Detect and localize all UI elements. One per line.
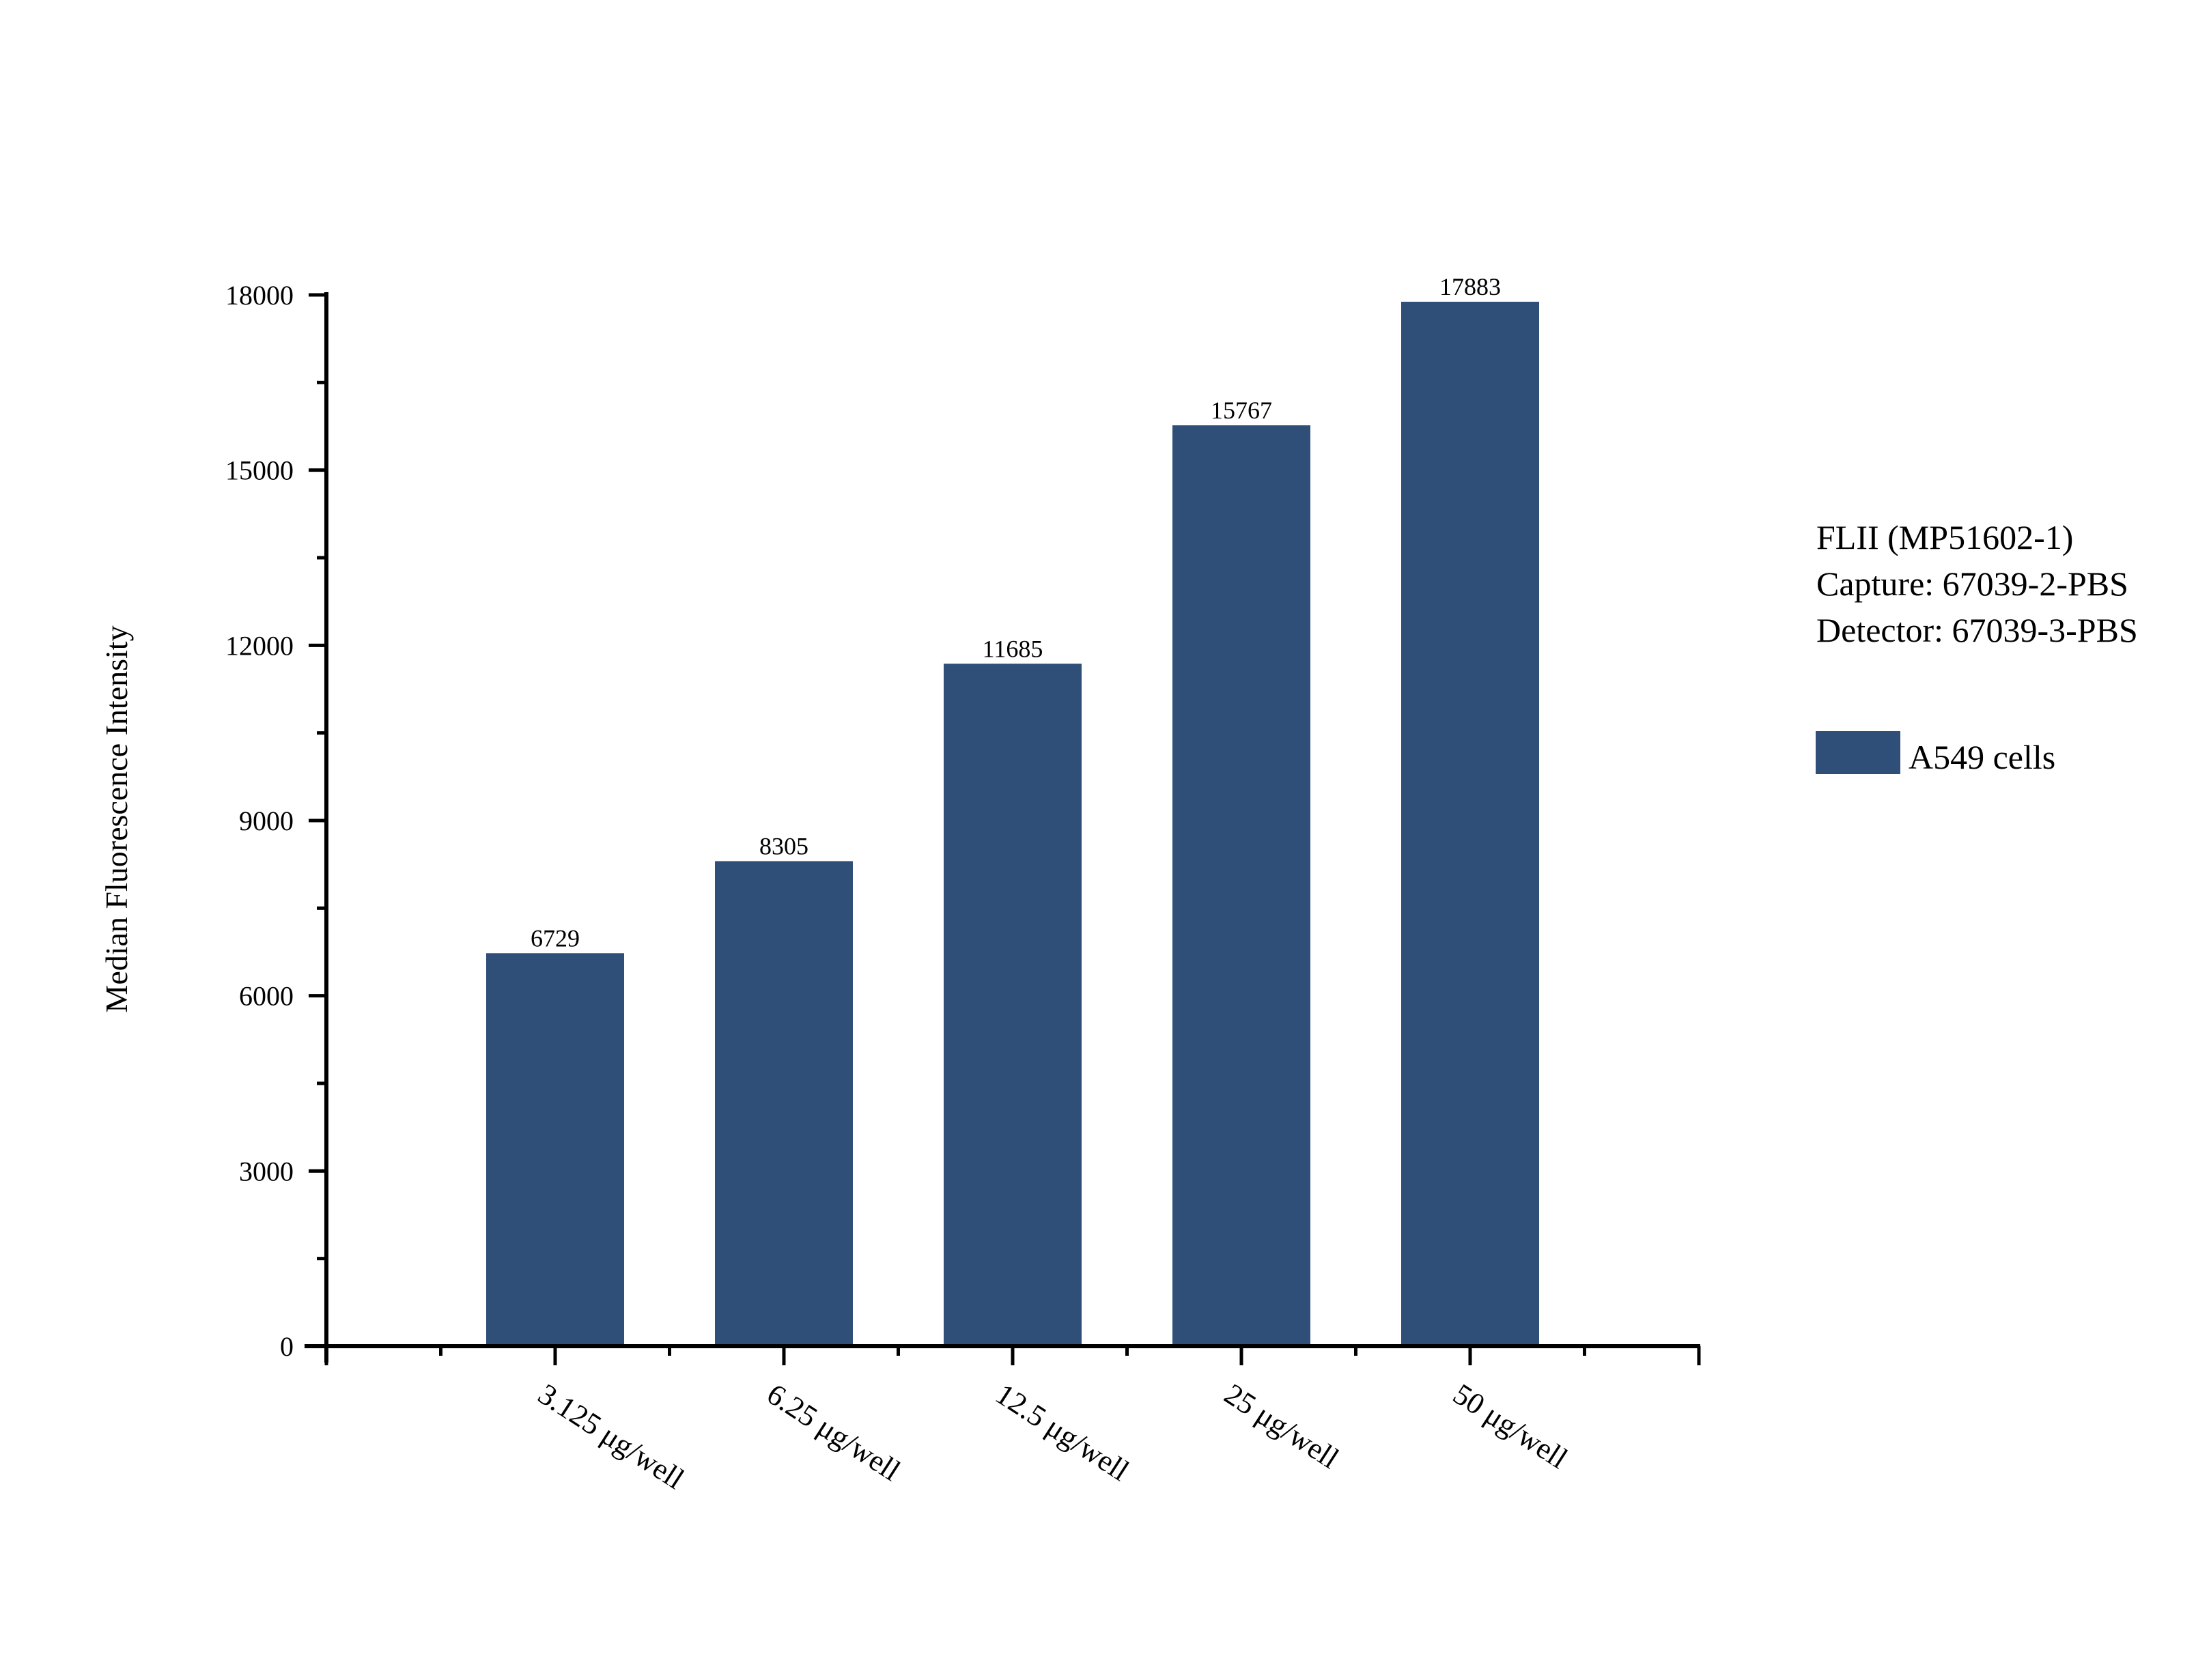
bar <box>1401 302 1539 1346</box>
bars-group <box>486 302 1539 1346</box>
bar-value-label: 8305 <box>759 832 808 859</box>
x-axis-category-labels: 3.125 μg/well 6.25 μg/well 12.5 μg/well 25 … <box>533 1377 1574 1496</box>
bar-value-label: 11685 <box>983 635 1043 662</box>
annotation-protein: FLII (MP51602-1) <box>1816 518 2073 556</box>
chart-annotation: FLII (MP51602-1) Capture: 67039-2-PBS De… <box>1816 518 2138 649</box>
x-category-label: 25 μg/well <box>1219 1377 1345 1475</box>
x-axis-ticks <box>324 1346 1701 1365</box>
annotation-detector: Detector: 67039-3-PBS <box>1816 611 2138 649</box>
x-category-label: 6.25 μg/well <box>761 1377 907 1487</box>
bar-value-label: 6729 <box>531 924 580 952</box>
y-tick-label: 12000 <box>225 630 294 661</box>
x-category-label: 50 μg/well <box>1448 1377 1574 1475</box>
annotation-capture: Capture: 67039-2-PBS <box>1816 565 2128 603</box>
x-category-label: 3.125 μg/well <box>533 1377 690 1496</box>
y-tick-label: 6000 <box>239 981 294 1012</box>
y-tick-label: 3000 <box>239 1156 294 1186</box>
y-axis-ticks: 0 3000 6000 9000 12000 15000 18000 <box>225 280 326 1362</box>
bar <box>486 953 624 1346</box>
x-category-label: 12.5 μg/well <box>990 1377 1136 1487</box>
y-axis-title: Median Fluorescence Intensity <box>99 625 134 1012</box>
legend: A549 cells <box>1816 731 2055 776</box>
y-tick-label: 9000 <box>239 806 294 836</box>
bar <box>715 861 853 1346</box>
bar <box>944 664 1082 1346</box>
bar-value-label: 17883 <box>1439 273 1501 300</box>
legend-label: A549 cells <box>1909 738 2055 776</box>
y-axis: 0 3000 6000 9000 12000 15000 18000 <box>225 280 328 1363</box>
bar <box>1172 425 1310 1346</box>
y-tick-label: 15000 <box>225 455 294 486</box>
bar-value-label: 15767 <box>1211 397 1272 424</box>
legend-swatch <box>1816 731 1900 774</box>
x-axis: 3.125 μg/well 6.25 μg/well 12.5 μg/well 25 … <box>305 1344 1701 1496</box>
bar-value-labels: 6729 8305 11685 15767 17883 <box>531 273 1501 952</box>
y-tick-label: 0 <box>280 1331 294 1362</box>
y-tick-label: 18000 <box>225 280 294 311</box>
